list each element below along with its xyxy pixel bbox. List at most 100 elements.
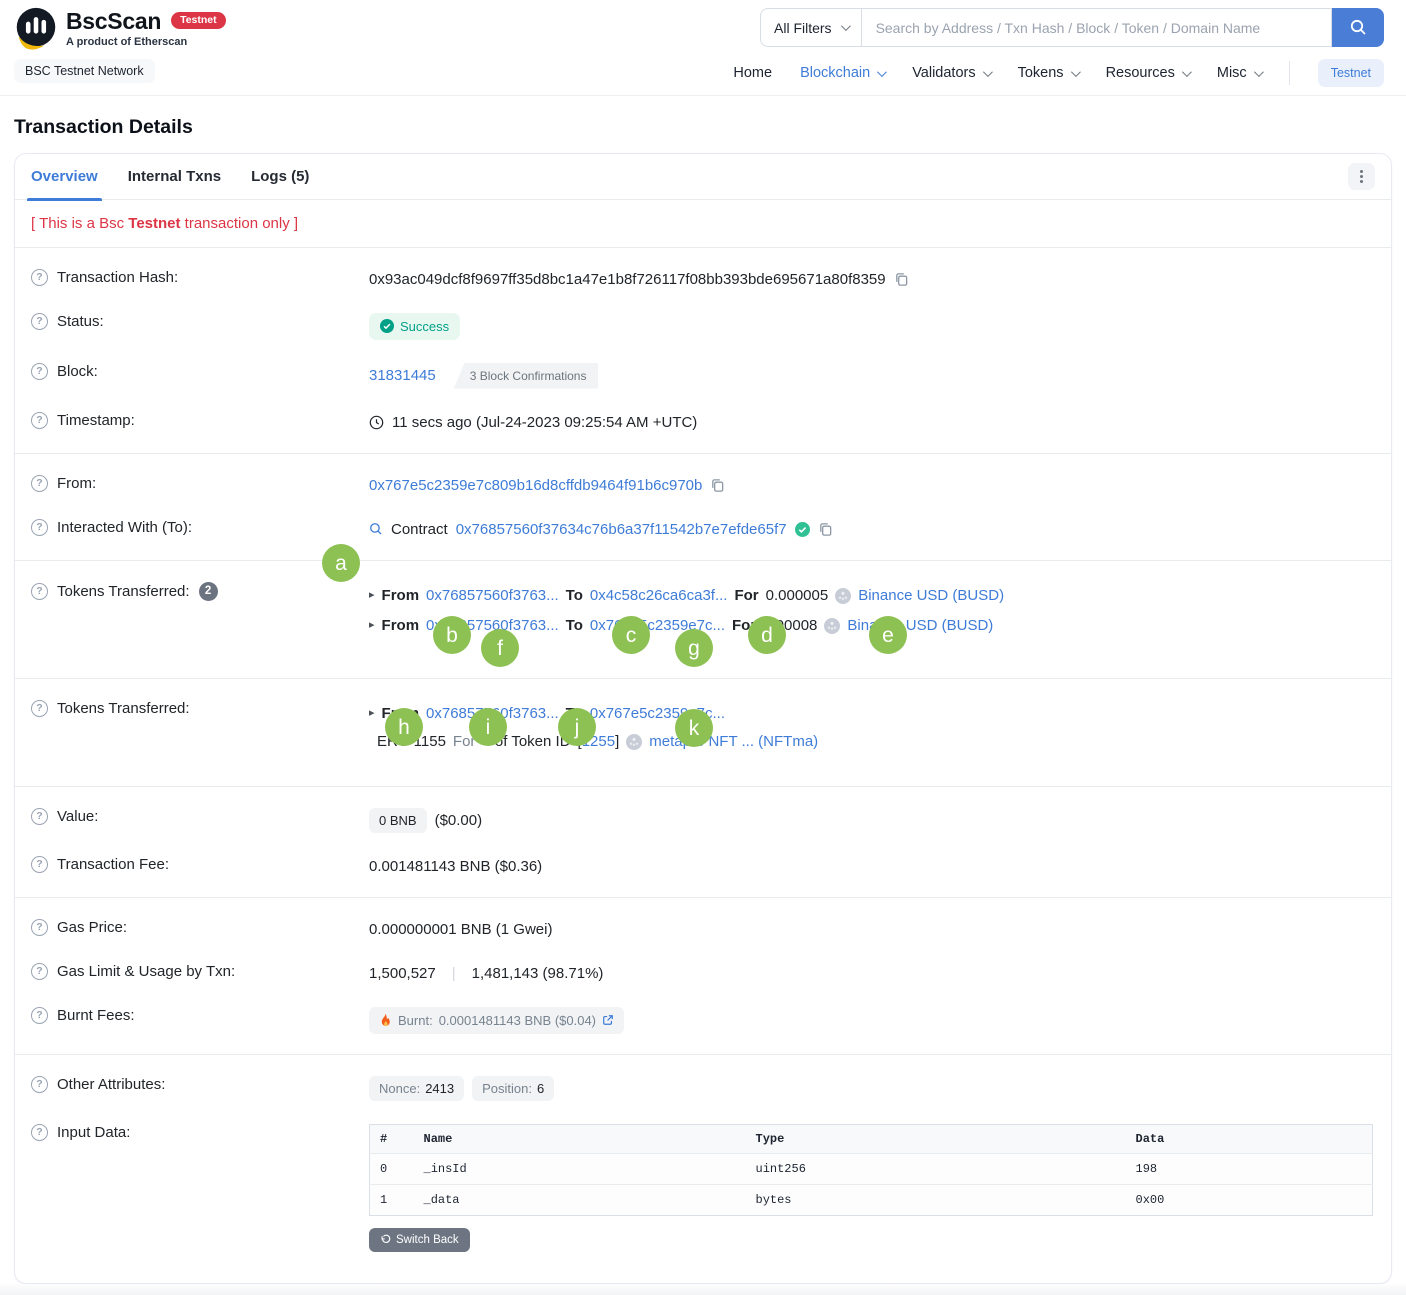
group-value: ? Value: 0 BNB ($0.00) ? Transaction Fee: … — [15, 786, 1391, 897]
nft-from-link[interactable]: 0x76857560f3763... — [426, 705, 559, 722]
page-bottom — [0, 1284, 1406, 1295]
nft-token-id-link[interactable]: 1255 — [581, 733, 616, 750]
tab-overview[interactable]: Overview — [27, 154, 102, 201]
copy-from-address-button[interactable] — [710, 477, 725, 493]
help-icon: ? — [31, 1123, 48, 1141]
from-word: From — [381, 705, 420, 722]
row-gas-limit: ? Gas Limit & Usage by Txn: 1,500,527 | 1… — [31, 951, 1375, 995]
contract-address-link[interactable]: 0x76857560f37634c76b6a37f11542b7e7efde65… — [455, 520, 787, 538]
help-icon: ? — [31, 807, 48, 825]
for-word: For — [734, 587, 759, 604]
nft-to-link[interactable]: 0x767e5c2359e7c... — [589, 705, 725, 722]
nav-label: Tokens — [1017, 65, 1064, 81]
search-filter-select[interactable]: All Filters — [760, 8, 861, 47]
transfer-amount: 0.00008 — [763, 617, 818, 634]
burnt-external-link[interactable] — [602, 1014, 614, 1026]
position-label: Position: — [482, 1080, 532, 1096]
column-header: # — [369, 1124, 414, 1154]
nav-label: Resources — [1105, 65, 1175, 81]
contract-magnifier-icon — [370, 523, 382, 535]
transfer-to-link[interactable]: 0x4c58c26ca6ca3f... — [589, 587, 728, 604]
tab-logs[interactable]: Logs (5) — [251, 168, 310, 185]
table-row: 0 _insId uint256 198 — [369, 1153, 1373, 1185]
column-header: Type — [745, 1124, 1126, 1154]
network-badge: BSC Testnet Network — [14, 59, 155, 83]
page-title: Transaction Details — [14, 116, 193, 138]
brand-testnet-badge: Testnet — [171, 12, 226, 29]
row-input-data: ? Input Data: # Name Type Data — [31, 1112, 1375, 1263]
help-icon: ? — [31, 411, 48, 429]
from-word: From — [381, 587, 420, 604]
tab-internal-txns[interactable]: Internal Txns — [127, 168, 222, 185]
position-value: 6 — [537, 1080, 545, 1096]
token-icon — [626, 733, 643, 750]
search-button[interactable] — [1332, 8, 1384, 47]
separator: | — [451, 964, 456, 982]
token-link-nft[interactable]: metapro NFT ... (NFTma) — [649, 733, 819, 750]
row-burnt-fees: ? Burnt Fees: Burnt: 0.0001481143 BNB ($0… — [31, 995, 1375, 1045]
from-word: From — [381, 617, 420, 634]
group-nft-transferred: ? Tokens Transferred: ▸ From 0x76857560f3… — [15, 678, 1391, 786]
transfer-from-link[interactable]: 0x76857560f3763... — [426, 587, 559, 604]
undo-icon — [381, 1234, 391, 1243]
verified-check-icon — [794, 521, 810, 537]
nav-item-validators[interactable]: Validators — [912, 65, 993, 81]
transfer-to-link[interactable]: 0x767e5c2359e7c... — [589, 617, 725, 634]
help-icon: ? — [31, 1075, 48, 1093]
card-menu-button[interactable] — [1348, 163, 1375, 190]
row-label: From: — [57, 474, 97, 492]
token-link-busd[interactable]: Binance USD (BUSD) — [847, 617, 994, 634]
row-label: Burnt Fees: — [57, 1006, 135, 1024]
copy-icon — [895, 273, 907, 286]
bracket: ] — [615, 733, 620, 750]
row-label: Tokens Transferred: — [57, 699, 190, 717]
gas-limit-value: 1,500,527 — [369, 964, 436, 982]
chevron-down-icon — [877, 66, 888, 77]
check-circle-icon — [380, 319, 394, 333]
row-label: Other Attributes: — [57, 1075, 166, 1093]
cell-data: 198 — [1125, 1153, 1373, 1185]
row-nft-transferred: ? Tokens Transferred: ▸ From 0x76857560f3… — [31, 688, 1375, 777]
search-bar: All Filters — [760, 8, 1384, 47]
nav-item-home[interactable]: Home — [733, 65, 772, 81]
nav-item-misc[interactable]: Misc — [1217, 65, 1264, 81]
input-data-table: # Name Type Data 0 _insId uint256 — [369, 1123, 1373, 1216]
tab-bar: Overview Internal Txns Logs (5) — [15, 154, 1391, 201]
brand-tagline: A product of Etherscan — [66, 36, 188, 48]
block-number-link[interactable]: 31831445 — [369, 367, 436, 384]
token-link-busd[interactable]: Binance USD (BUSD) — [858, 587, 1005, 604]
notice-text: [ This is a Bsc — [31, 215, 129, 232]
testnet-network-button[interactable]: Testnet — [1317, 59, 1384, 87]
token-icon — [824, 617, 841, 634]
testnet-notice: [ This is a Bsc Testnet transaction only… — [15, 200, 1391, 248]
for-word: For — [732, 617, 757, 634]
caret-right-icon: ▸ — [369, 619, 375, 631]
switch-back-button[interactable]: Switch Back — [369, 1227, 470, 1252]
cell-name: _insId — [413, 1153, 746, 1185]
row-transaction-fee: ? Transaction Fee: 0.001481143 BNB ($0.36… — [31, 844, 1375, 888]
copy-hash-button[interactable] — [894, 271, 909, 287]
nav-item-blockchain[interactable]: Blockchain — [800, 65, 888, 81]
clock-icon — [369, 415, 384, 429]
row-label: Transaction Fee: — [57, 855, 169, 873]
search-icon — [1350, 19, 1367, 36]
transaction-hash-value: 0x93ac049dcf8f9697ff35d8bc1a47e1b8f72611… — [369, 270, 886, 288]
copy-contract-address-button[interactable] — [818, 521, 833, 537]
kebab-icon — [1360, 170, 1363, 183]
nav-item-tokens[interactable]: Tokens — [1017, 65, 1081, 81]
value-badge: 0 BNB — [369, 807, 427, 833]
nft-quantity: 4 of Token ID — [482, 733, 571, 750]
cell-type: uint256 — [745, 1153, 1126, 1185]
from-address-link[interactable]: 0x767e5c2359e7c809b16d8cffdb9464f91b6c97… — [369, 476, 703, 494]
search-filter-label: All Filters — [774, 19, 832, 36]
cell-name: _data — [413, 1184, 746, 1215]
for-word: For — [452, 733, 476, 750]
switch-back-label: Switch Back — [396, 1233, 459, 1246]
search-input[interactable] — [860, 8, 1332, 47]
help-icon: ? — [31, 582, 48, 600]
brand-logo-link[interactable]: BscScan Testnet A product of Etherscan — [14, 6, 226, 52]
timestamp-value: 11 secs ago (Jul-24-2023 09:25:54 AM +UT… — [392, 413, 698, 431]
token-transfer-row: ▸ From 0x76857560f3763... To 0x4c58c26ca… — [369, 585, 1375, 606]
transfer-from-link[interactable]: 0x76857560f3763... — [426, 617, 559, 634]
nav-item-resources[interactable]: Resources — [1105, 65, 1192, 81]
